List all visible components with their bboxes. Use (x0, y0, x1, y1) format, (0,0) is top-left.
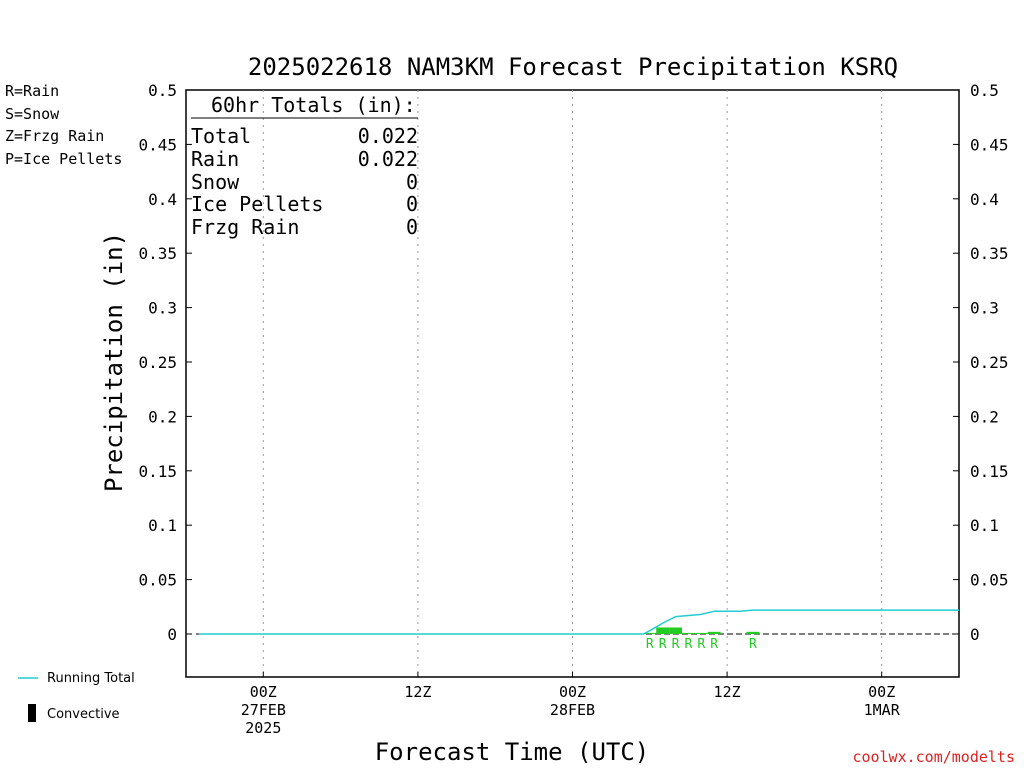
chart-title: 2025022618 NAM3KM Forecast Precipitation… (248, 53, 898, 81)
x-axis-label: Forecast Time (UTC) (375, 738, 650, 766)
ptype-marker-5: R (710, 637, 718, 652)
y-tick-label-left-4: 0.2 (148, 407, 177, 426)
totals-total-value: 0.022 (358, 124, 418, 148)
y-tick-label-right-1: 0.05 (970, 571, 1009, 590)
running-total-legend-label: Running Total (47, 671, 135, 686)
totals-ice-pellets-label: Ice Pellets (191, 192, 323, 216)
y-axis-label: Precipitation (in) (100, 232, 128, 492)
rain-bar-2 (669, 627, 683, 634)
rain-bar-4 (694, 632, 708, 634)
legend-ice-pellets: P=Ice Pellets (5, 150, 122, 168)
y-tick-label-right-10: 0.5 (970, 81, 999, 100)
x-tick-label-0-2: 2025 (245, 719, 281, 737)
y-tick-label-left-7: 0.35 (138, 244, 177, 263)
rain-bar-1 (656, 627, 670, 634)
y-tick-label-right-9: 0.45 (970, 135, 1009, 154)
totals-snow-label: Snow (191, 170, 240, 194)
y-tick-label-left-6: 0.3 (148, 299, 177, 318)
y-tick-label-left-0: 0 (167, 625, 177, 644)
legend-snow: S=Snow (5, 105, 60, 123)
convective-legend-label: Convective (47, 707, 120, 722)
convective-legend-swatch (28, 704, 36, 722)
totals-frzg-rain-label: Frzg Rain (191, 215, 299, 239)
rain-bar-6 (746, 631, 760, 634)
totals-header: 60hr Totals (in): (211, 93, 416, 117)
y-tick-label-right-5: 0.25 (970, 353, 1009, 372)
y-tick-label-left-10: 0.5 (148, 81, 177, 100)
ptype-marker-2: R (672, 637, 680, 652)
x-tick-label-2-1: 28FEB (550, 701, 595, 719)
ptype-marker-1: R (659, 637, 667, 652)
y-axis-right: 0 0.05 0.1 0.15 0.2 0.25 0.3 0.35 0.4 0.45 0.5 (953, 81, 1009, 644)
totals-box: 60hr Totals (in): Total 0.022 Rain 0.022… (191, 93, 418, 239)
x-tick-label-2-0: 00Z (559, 683, 586, 701)
y-tick-label-right-8: 0.4 (970, 190, 999, 209)
totals-snow-value: 0 (406, 170, 418, 194)
ptype-marker-4: R (697, 637, 705, 652)
y-tick-label-left-3: 0.15 (138, 462, 177, 481)
totals-ice-pellets-value: 0 (406, 192, 418, 216)
y-tick-label-right-6: 0.3 (970, 299, 999, 318)
rain-bar-5 (707, 631, 721, 634)
legend-rain: R=Rain (5, 82, 59, 100)
ptype-marker-3: R (685, 637, 693, 652)
rain-bar-0 (643, 632, 657, 634)
x-tick-label-1-0: 12Z (404, 683, 431, 701)
precip-type-legend: R=Rain S=Snow Z=Frzg Rain P=Ice Pellets (5, 82, 122, 168)
legend-freezing-rain: Z=Frzg Rain (5, 127, 104, 145)
ptype-marker-0: R (646, 637, 654, 652)
rain-bars (643, 627, 760, 634)
bottom-legend: Running Total Convective (18, 671, 135, 722)
x-tick-label-0-1: 27FEB (241, 701, 286, 719)
x-tick-label-4-1: 1MAR (864, 701, 901, 719)
ptype-marker-6: R (749, 637, 757, 652)
y-tick-label-right-2: 0.1 (970, 516, 999, 535)
y-tick-label-right-7: 0.35 (970, 244, 1009, 263)
running-total-line (198, 609, 959, 635)
totals-frzg-rain-value: 0 (406, 215, 418, 239)
y-tick-label-left-8: 0.4 (148, 190, 177, 209)
x-tick-label-3-0: 12Z (714, 683, 741, 701)
y-tick-label-right-3: 0.15 (970, 462, 1009, 481)
totals-total-label: Total (191, 124, 251, 148)
y-tick-label-left-9: 0.45 (138, 135, 177, 154)
y-tick-label-right-0: 0 (970, 625, 980, 644)
y-axis-left: 0 0.05 0.1 0.15 0.2 0.25 0.3 0.35 0.4 0.45 0.5 (138, 81, 192, 644)
gridlines (262, 90, 883, 677)
x-tick-label-0-0: 00Z (250, 683, 277, 701)
rain-bar-3 (682, 632, 695, 634)
x-tick-label-4-0: 00Z (868, 683, 895, 701)
y-tick-label-left-2: 0.1 (148, 516, 177, 535)
y-tick-label-right-4: 0.2 (970, 407, 999, 426)
y-tick-label-left-5: 0.25 (138, 353, 177, 372)
credit-text: coolwx.com/modelts (852, 748, 1015, 766)
totals-rain-label: Rain (191, 147, 239, 171)
y-tick-label-left-1: 0.05 (138, 571, 177, 590)
totals-rain-value: 0.022 (358, 147, 418, 171)
